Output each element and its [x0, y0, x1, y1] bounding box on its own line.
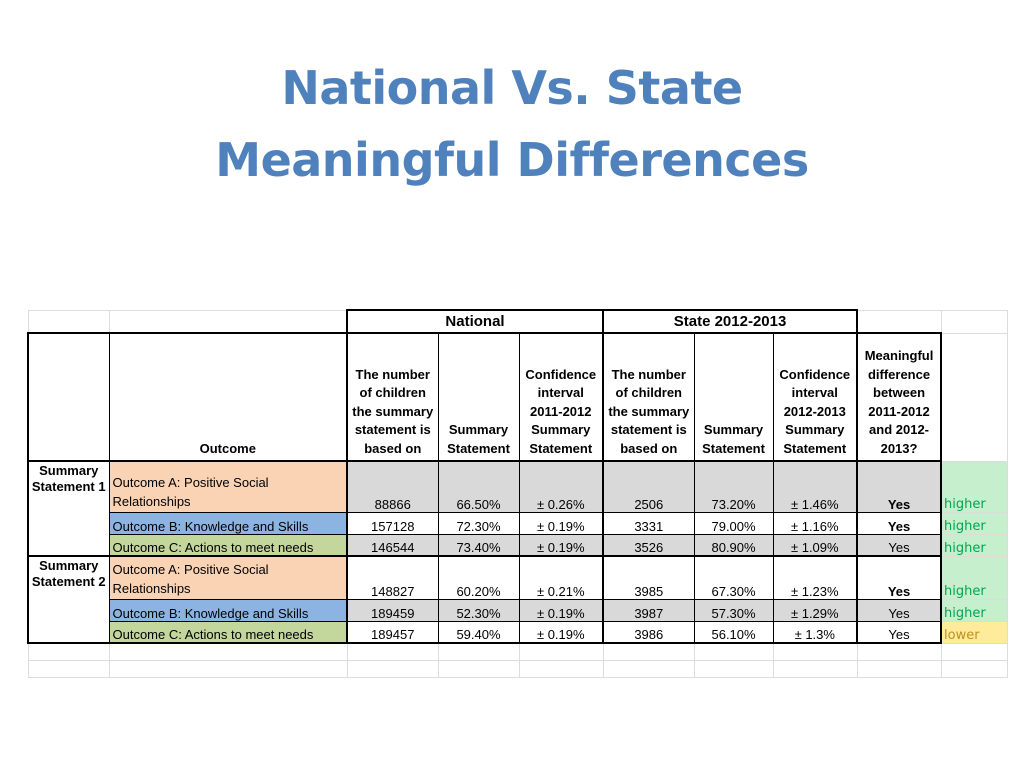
state-ci-cell: ± 1.46% — [772, 460, 858, 513]
state-ci-header: Confidence interval 2012-2013 Summary St… — [772, 332, 858, 462]
result-cell: higher — [940, 511, 1008, 535]
meaningful-header: Meaningful difference between 2011-2012 … — [856, 332, 943, 462]
empty-cell — [940, 309, 1008, 334]
state-count-header: The number of children the summary state… — [602, 332, 695, 462]
empty-cell — [108, 642, 348, 661]
empty-cell — [772, 659, 858, 678]
state-ci-cell: ± 1.23% — [772, 555, 858, 600]
empty-cell — [693, 659, 774, 678]
outcome-cell: Outcome B: Knowledge and Skills — [108, 598, 348, 622]
state-count-cell: 3331 — [602, 511, 695, 535]
empty-cell — [602, 659, 695, 678]
national-group-header: National — [345, 309, 605, 334]
slide-title: National Vs. State Meaningful Difference… — [0, 52, 1024, 196]
summary-statement-label: Summary Statement 2 — [27, 555, 110, 644]
meaningful-cell: Yes — [856, 598, 943, 622]
result-cell: lower — [940, 620, 1008, 644]
national-count-cell: 189459 — [346, 598, 439, 622]
empty-cell — [27, 642, 110, 661]
meaningful-cell: Yes — [856, 511, 943, 535]
empty-cell — [437, 659, 520, 678]
national-count-cell: 157128 — [346, 511, 439, 535]
national-summary-cell: 59.40% — [437, 620, 520, 644]
outcome-cell: Outcome C: Actions to meet needs — [108, 620, 348, 644]
corner-header-cell — [27, 332, 110, 462]
meaningful-cell: Yes — [856, 620, 943, 644]
empty-cell — [108, 309, 348, 334]
state-ci-cell: ± 1.09% — [772, 533, 858, 557]
national-count-header: The number of children the summary state… — [346, 332, 439, 462]
national-count-cell: 189457 — [346, 620, 439, 644]
empty-cell — [856, 642, 942, 661]
empty-cell — [602, 642, 695, 661]
national-summary-cell: 73.40% — [437, 533, 520, 557]
empty-cell — [518, 642, 604, 661]
state-summary-cell: 56.10% — [693, 620, 774, 644]
national-count-cell: 88866 — [346, 460, 439, 513]
empty-cell — [108, 659, 348, 678]
empty-cell — [940, 642, 1008, 661]
state-count-cell: 3526 — [602, 533, 695, 557]
national-ci-cell: ± 0.19% — [518, 598, 604, 622]
empty-cell — [856, 659, 942, 678]
state-summary-cell: 80.90% — [693, 533, 774, 557]
outcome-cell: Outcome B: Knowledge and Skills — [108, 511, 348, 535]
state-summary-cell: 67.30% — [693, 555, 774, 600]
state-ci-cell: ± 1.16% — [772, 511, 858, 535]
empty-cell — [856, 309, 942, 334]
national-count-cell: 146544 — [346, 533, 439, 557]
state-count-cell: 3985 — [602, 555, 695, 600]
outcome-cell: Outcome C: Actions to meet needs — [108, 533, 348, 557]
state-summary-cell: 79.00% — [693, 511, 774, 535]
state-ci-cell: ± 1.3% — [772, 620, 858, 644]
empty-cell — [772, 642, 858, 661]
result-cell: higher — [940, 598, 1008, 622]
national-ci-cell: ± 0.21% — [518, 555, 604, 600]
state-count-cell: 3986 — [602, 620, 695, 644]
spreadsheet-table: National State 2012-2013 Outcome The num… — [27, 309, 1008, 678]
state-count-cell: 3987 — [602, 598, 695, 622]
national-ci-cell: ± 0.19% — [518, 511, 604, 535]
national-summary-cell: 72.30% — [437, 511, 520, 535]
title-line-2: Meaningful Differences — [215, 133, 809, 187]
empty-cell — [940, 332, 1008, 462]
meaningful-cell: Yes — [856, 460, 943, 513]
national-summary-cell: 60.20% — [437, 555, 520, 600]
national-ci-cell: ± 0.19% — [518, 620, 604, 644]
meaningful-cell: Yes — [856, 555, 943, 600]
state-count-cell: 2506 — [602, 460, 695, 513]
state-summary-header: Summary Statement — [693, 332, 774, 462]
national-ci-cell: ± 0.19% — [518, 533, 604, 557]
national-ci-header: Confidence interval 2011-2012 Summary St… — [518, 332, 604, 462]
empty-cell — [940, 659, 1008, 678]
state-summary-cell: 73.20% — [693, 460, 774, 513]
meaningful-cell: Yes — [856, 533, 943, 557]
empty-cell — [346, 659, 439, 678]
title-line-1: National Vs. State — [281, 61, 743, 115]
outcome-cell: Outcome A: Positive Social Relationships — [108, 460, 348, 513]
national-count-cell: 148827 — [346, 555, 439, 600]
result-cell: higher — [940, 533, 1008, 557]
state-ci-cell: ± 1.29% — [772, 598, 858, 622]
empty-cell — [437, 642, 520, 661]
outcome-cell: Outcome A: Positive Social Relationships — [108, 555, 348, 600]
national-summary-cell: 66.50% — [437, 460, 520, 513]
national-summary-header: Summary Statement — [437, 332, 520, 462]
empty-cell — [693, 642, 774, 661]
national-summary-cell: 52.30% — [437, 598, 520, 622]
state-group-header: State 2012-2013 — [602, 309, 859, 334]
state-summary-cell: 57.30% — [693, 598, 774, 622]
comparison-table: National State 2012-2013 Outcome The num… — [27, 309, 1008, 678]
empty-cell — [27, 309, 110, 334]
national-ci-cell: ± 0.26% — [518, 460, 604, 513]
summary-statement-label: Summary Statement 1 — [27, 460, 110, 557]
empty-cell — [346, 642, 439, 661]
empty-cell — [27, 659, 110, 678]
outcome-header: Outcome — [108, 332, 348, 462]
result-cell: higher — [940, 555, 1008, 600]
result-cell: higher — [940, 460, 1008, 513]
empty-cell — [518, 659, 604, 678]
